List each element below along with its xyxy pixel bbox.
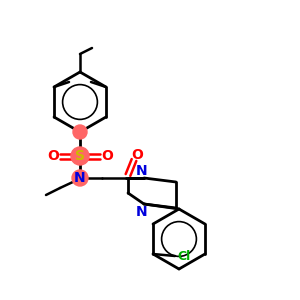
Text: O: O: [101, 149, 113, 163]
Text: Cl: Cl: [177, 250, 190, 262]
Circle shape: [71, 147, 89, 165]
Text: O: O: [131, 148, 143, 162]
Circle shape: [72, 170, 88, 186]
Circle shape: [73, 125, 87, 139]
Text: O: O: [47, 149, 59, 163]
Text: N: N: [136, 164, 148, 178]
Text: N: N: [136, 205, 148, 219]
Text: N: N: [74, 171, 86, 185]
Text: S: S: [75, 149, 85, 163]
